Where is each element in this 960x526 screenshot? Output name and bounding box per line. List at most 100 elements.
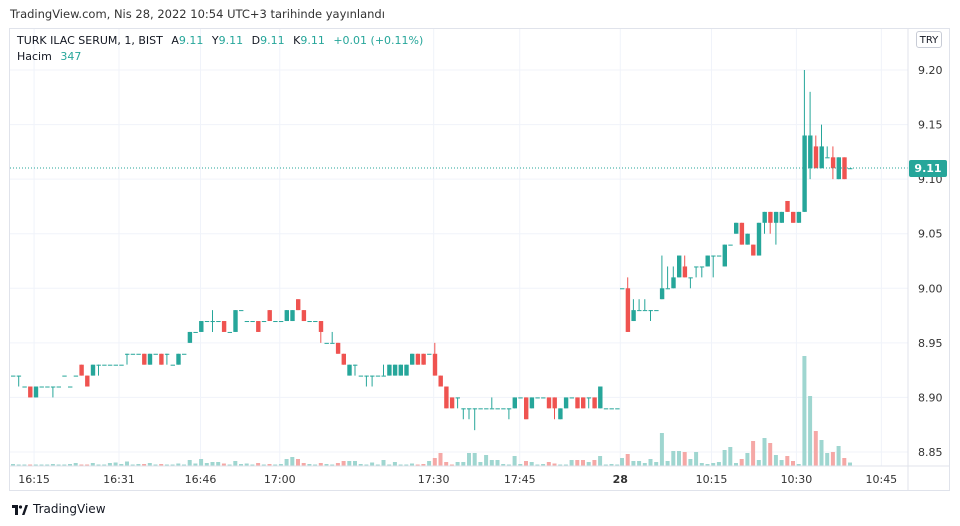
candle[interactable] <box>541 397 546 399</box>
candle[interactable] <box>136 353 141 355</box>
candle[interactable] <box>808 91 813 180</box>
candle[interactable] <box>791 211 796 223</box>
candle[interactable] <box>239 310 244 312</box>
candle[interactable] <box>472 408 478 431</box>
candle[interactable] <box>603 408 609 410</box>
candle[interactable] <box>79 364 84 376</box>
candle[interactable] <box>461 408 466 420</box>
candle[interactable] <box>665 266 670 290</box>
candle[interactable] <box>119 364 124 366</box>
candle[interactable] <box>199 321 204 332</box>
candle[interactable] <box>455 397 460 409</box>
candle[interactable] <box>813 135 819 169</box>
candle[interactable] <box>256 321 261 332</box>
candle[interactable] <box>518 397 523 399</box>
candle[interactable] <box>176 353 181 365</box>
candle[interactable] <box>68 386 73 388</box>
candle[interactable] <box>762 211 767 234</box>
candle[interactable] <box>307 321 312 323</box>
candle[interactable] <box>654 310 659 312</box>
candle[interactable] <box>421 353 426 365</box>
candle[interactable] <box>524 397 529 420</box>
candle[interactable] <box>341 353 346 365</box>
candle[interactable] <box>73 375 79 377</box>
candle[interactable] <box>444 386 449 409</box>
candle[interactable] <box>370 375 375 387</box>
candle[interactable] <box>558 408 563 420</box>
candle[interactable] <box>398 364 403 376</box>
candle[interactable] <box>244 321 250 323</box>
candle[interactable] <box>779 211 784 223</box>
candle[interactable] <box>648 310 653 322</box>
candle[interactable] <box>16 375 22 387</box>
candle[interactable] <box>22 386 27 388</box>
candle[interactable] <box>552 397 557 420</box>
footer-brand[interactable]: TradingView <box>12 502 106 516</box>
candle[interactable] <box>631 299 636 322</box>
candle[interactable] <box>210 310 215 332</box>
candle[interactable] <box>722 244 727 267</box>
candle[interactable] <box>449 397 455 409</box>
candle[interactable] <box>85 375 90 387</box>
candle[interactable] <box>33 386 39 398</box>
candle[interactable] <box>637 299 642 312</box>
candle[interactable] <box>381 364 386 377</box>
candle[interactable] <box>313 321 318 323</box>
candle[interactable] <box>569 397 574 399</box>
candle[interactable] <box>107 364 113 366</box>
candle[interactable] <box>193 331 198 333</box>
candle[interactable] <box>785 200 790 212</box>
candle[interactable] <box>415 353 421 365</box>
candle[interactable] <box>467 408 472 420</box>
candle[interactable] <box>318 321 324 343</box>
symbol-name[interactable]: TURK ILAC SERUM, 1, BIST <box>17 34 163 47</box>
candle[interactable] <box>802 70 807 212</box>
candle[interactable] <box>387 364 392 376</box>
candle[interactable] <box>751 244 756 256</box>
candle[interactable] <box>586 397 592 409</box>
candle[interactable] <box>535 397 540 399</box>
candle[interactable] <box>330 331 335 344</box>
candle[interactable] <box>324 342 329 344</box>
candle[interactable] <box>153 353 158 355</box>
candle[interactable] <box>56 386 61 388</box>
candle[interactable] <box>147 353 153 365</box>
candle[interactable] <box>39 386 44 388</box>
candle[interactable] <box>284 310 289 322</box>
candle[interactable] <box>164 353 170 365</box>
candle[interactable] <box>45 386 50 388</box>
candle[interactable] <box>216 321 221 323</box>
candle[interactable] <box>819 124 824 169</box>
candle[interactable] <box>267 310 272 322</box>
candle[interactable] <box>705 255 710 267</box>
candle[interactable] <box>484 408 489 410</box>
candle[interactable] <box>625 277 631 332</box>
candle[interactable] <box>353 364 358 376</box>
candle[interactable] <box>432 342 438 376</box>
candle[interactable] <box>768 211 773 234</box>
candle[interactable] <box>28 386 33 398</box>
candle[interactable] <box>221 321 227 332</box>
candle[interactable] <box>615 408 620 410</box>
candle[interactable] <box>563 397 569 409</box>
candle[interactable] <box>796 211 802 223</box>
candle[interactable] <box>581 397 586 409</box>
candle[interactable] <box>364 375 369 387</box>
candle[interactable] <box>301 310 307 322</box>
candle[interactable] <box>187 331 193 343</box>
candle[interactable] <box>410 353 415 365</box>
candle[interactable] <box>682 255 688 278</box>
candle[interactable] <box>734 222 739 234</box>
candle[interactable] <box>170 364 175 366</box>
candle[interactable] <box>125 353 130 365</box>
candle[interactable] <box>739 222 745 245</box>
candle[interactable] <box>501 408 506 410</box>
currency-button[interactable]: TRY <box>916 31 942 48</box>
candle[interactable] <box>233 310 238 332</box>
candle[interactable] <box>182 353 187 355</box>
candle[interactable] <box>830 146 836 180</box>
candle[interactable] <box>609 408 614 410</box>
candle[interactable] <box>848 168 853 170</box>
candle[interactable] <box>404 364 409 376</box>
candle[interactable] <box>296 299 301 311</box>
